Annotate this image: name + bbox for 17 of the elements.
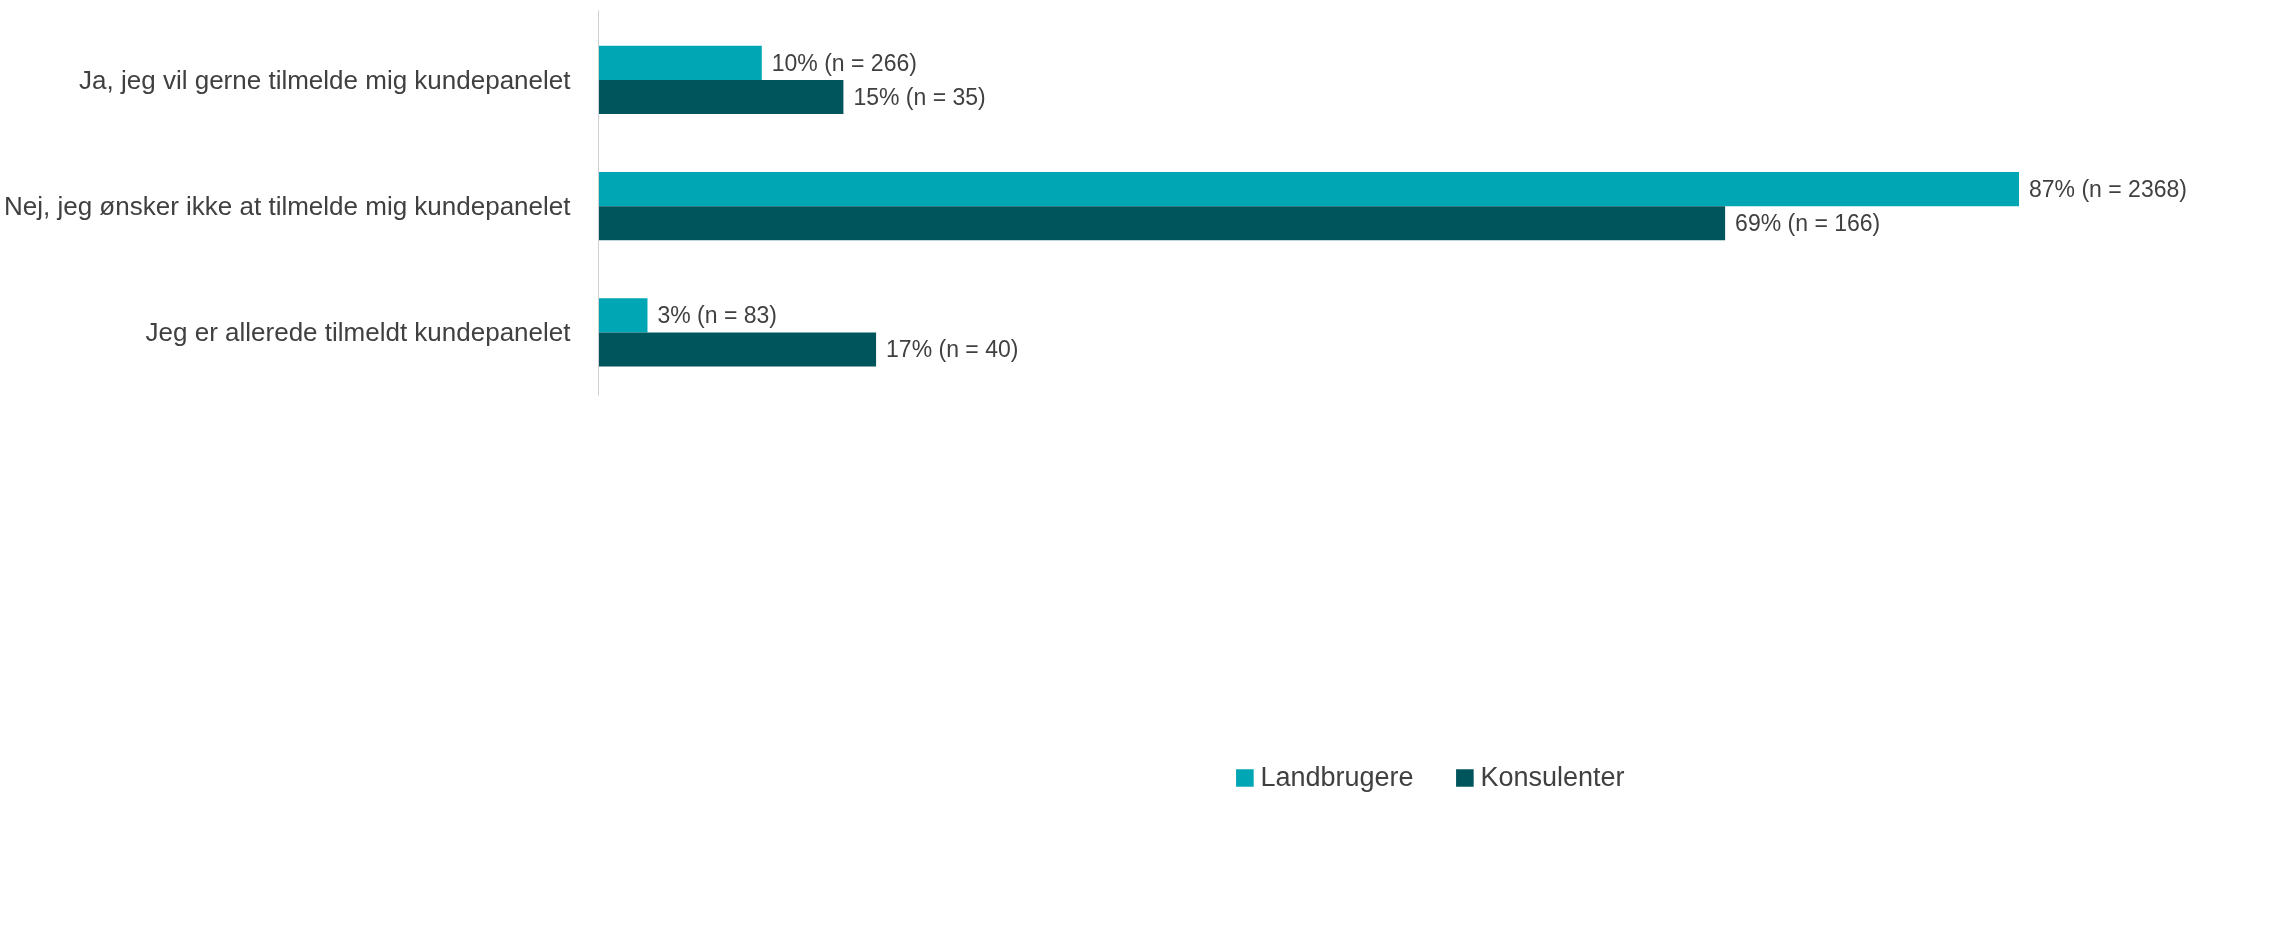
bar [598, 45, 762, 80]
bar [598, 79, 844, 115]
y-tick-label: Nej, jeg ønsker ikke at tilmelde mig kundepanelet [4, 191, 572, 222]
data-label: 15% (n = 35) [853, 83, 986, 110]
y-tick-label: Ja, jeg vil gerne tilmelde mig kundepanelet [79, 64, 572, 95]
legend-label: Konsulenter [1480, 761, 1625, 793]
legend-label: Landbrugere [1260, 761, 1414, 793]
data-label: 3% (n = 83) [657, 302, 778, 329]
y-tick-label: Jeg er allerede tilmeldt kundepanelet [145, 317, 572, 348]
data-label: 10% (n = 266) [771, 49, 917, 76]
bar [598, 332, 877, 367]
bar [598, 298, 648, 333]
data-label: 69% (n = 166) [1735, 210, 1881, 237]
bar [598, 172, 2020, 207]
bar [598, 206, 1726, 241]
data-label: 87% (n = 2368) [2029, 176, 2187, 203]
data-label: 17% (n = 40) [886, 336, 1019, 363]
